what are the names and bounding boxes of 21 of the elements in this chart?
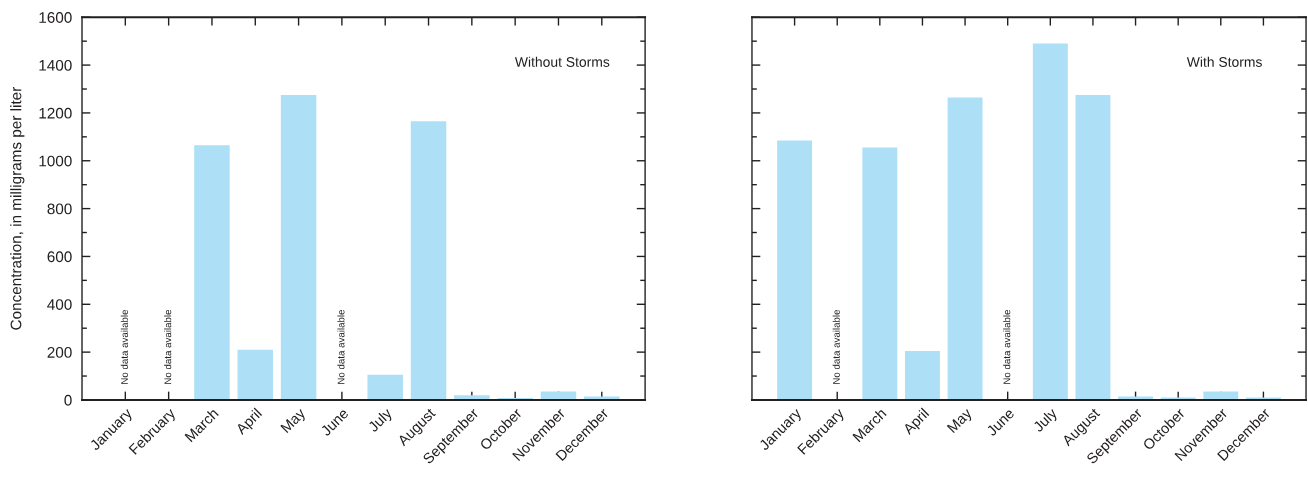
y-tick-label: 1000 xyxy=(39,155,72,167)
x-tick-label: May xyxy=(280,407,309,436)
y-tick-label: 200 xyxy=(47,346,72,358)
x-tick-label: July xyxy=(1032,406,1060,435)
y-tick-label: 0 xyxy=(64,394,72,406)
y-tick-label: 800 xyxy=(47,203,72,215)
y-tick-label: 1400 xyxy=(39,59,72,71)
annotation: No data available xyxy=(120,309,128,384)
x-tick-label: July xyxy=(367,406,395,435)
x-tick-label: May xyxy=(946,407,975,436)
annotation: No data available xyxy=(337,309,345,384)
y-tick-label: 400 xyxy=(47,299,72,310)
y-tick-label: 1600 xyxy=(39,12,72,23)
annotation: No data available xyxy=(1003,309,1011,384)
y-tick-label: 600 xyxy=(47,251,72,263)
annotation: No data available xyxy=(832,309,840,384)
text: With Storms xyxy=(1186,56,1262,67)
annotation: No data available xyxy=(164,309,172,384)
y-tick-label: 1200 xyxy=(39,107,72,119)
y-axis-title: Concentration, in milligrams per liter xyxy=(10,87,25,330)
text: Without Storms xyxy=(514,56,610,67)
